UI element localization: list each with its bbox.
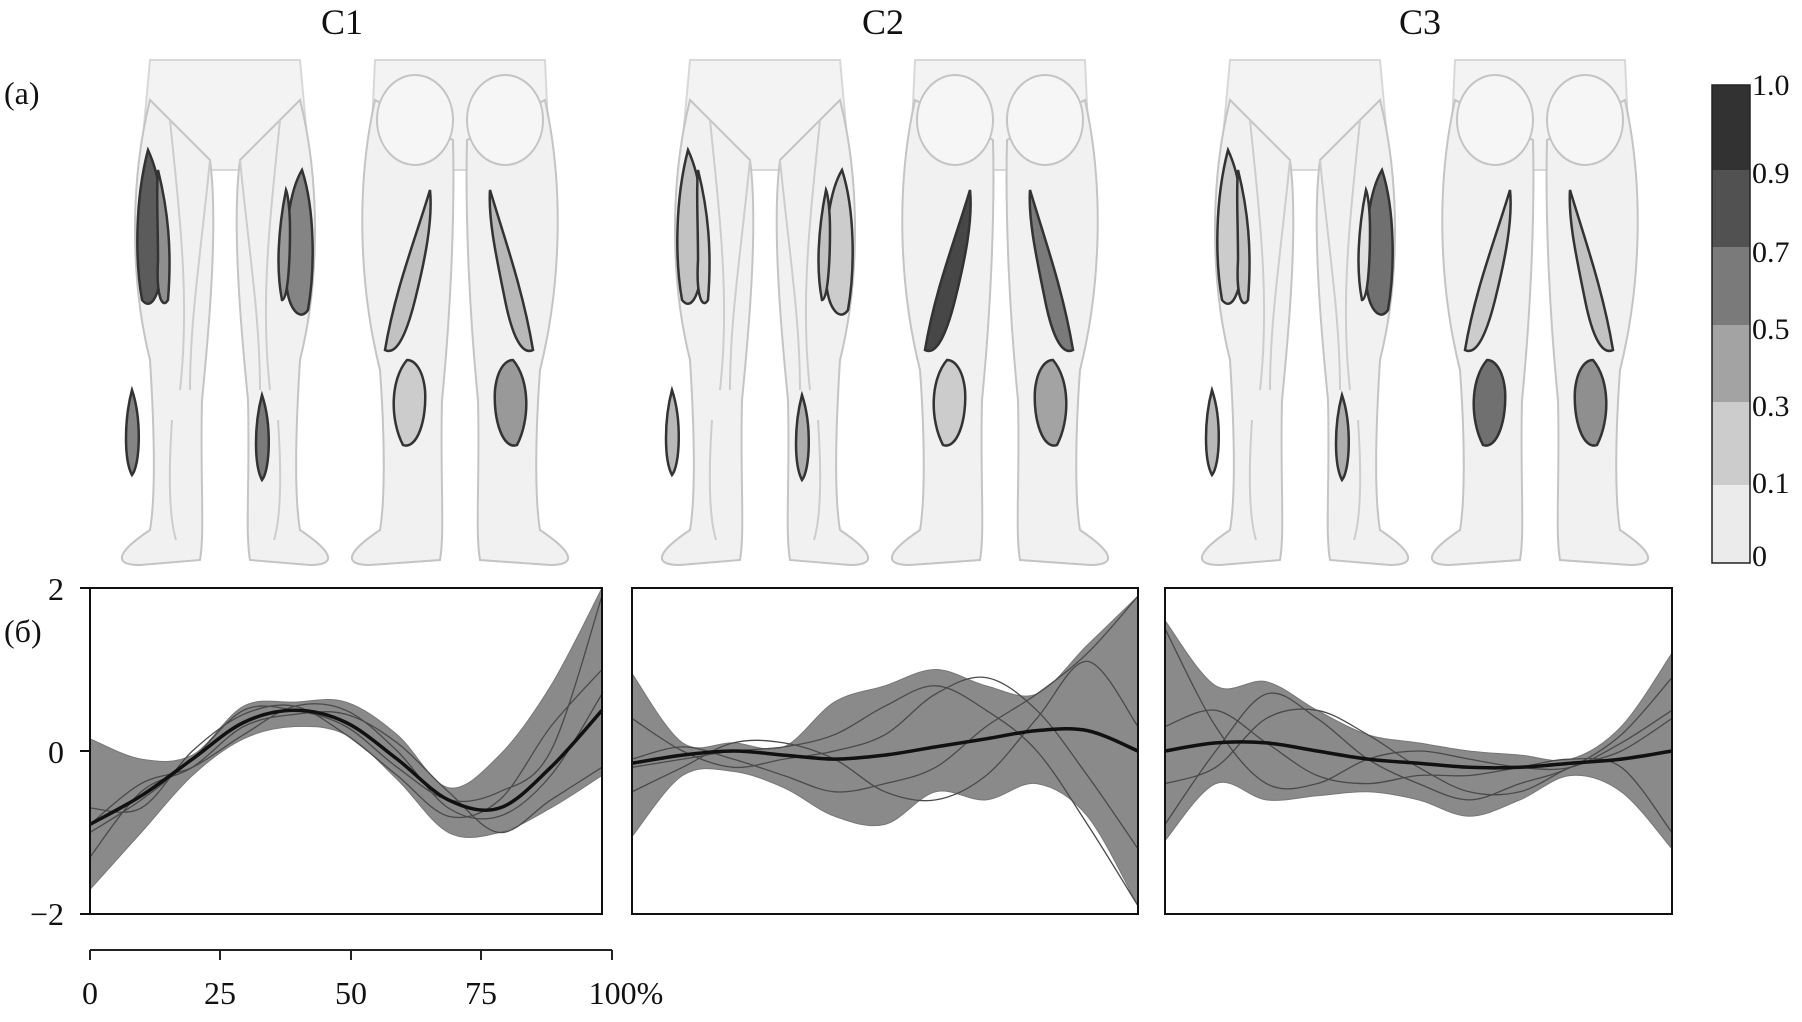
component-title-c2: C2 [862, 2, 904, 42]
front-right-leg [777, 100, 868, 565]
x-tick-label-0: 0 [82, 975, 98, 1011]
colorbar-tick-0.1: 0.1 [1752, 467, 1790, 500]
anatomy-c3 [1202, 60, 1648, 565]
back-left-glute [377, 75, 453, 165]
plot-c2 [632, 588, 1138, 914]
front-right-leg [1317, 100, 1408, 565]
colorbar-tick-0: 0 [1752, 540, 1767, 573]
activation-plots [80, 588, 1672, 914]
y-tick-0: 0 [48, 734, 64, 770]
colorbar-tick-0.3: 0.3 [1752, 390, 1790, 423]
back-right-glute [1007, 75, 1083, 165]
back-right-glute [467, 75, 543, 165]
back-left-calf [1474, 360, 1506, 446]
back-left-glute [1457, 75, 1533, 165]
front-left-leg [122, 100, 213, 565]
component-title-c3: C3 [1399, 2, 1441, 42]
confidence-band-c1 [90, 588, 602, 890]
x-tick-label-25: 25 [204, 975, 236, 1011]
front-left-leg [662, 100, 753, 565]
back-right-calf [1575, 360, 1607, 446]
component-title-c1: C1 [321, 2, 363, 42]
colorbar-band-3 [1712, 325, 1750, 402]
front-left-leg [1202, 100, 1293, 565]
back-view [1432, 60, 1648, 565]
front-view [122, 60, 328, 565]
colorbar-tick-0.7: 0.7 [1752, 236, 1790, 269]
colorbar-band-1 [1712, 170, 1750, 247]
front-left-tibialis [126, 390, 139, 475]
back-right-glute [1547, 75, 1623, 165]
x-axis-scale: 0 25 50 75 100% [82, 950, 663, 1011]
x-tick-label-75: 75 [465, 975, 497, 1011]
confidence-band-c3 [1165, 621, 1672, 849]
colorbar-tick-1.0: 1.0 [1752, 69, 1790, 102]
back-right-calf [1035, 360, 1067, 446]
front-right-leg [237, 100, 328, 565]
back-right-calf [495, 360, 527, 446]
front-view [662, 60, 868, 565]
plot-c3 [1165, 588, 1672, 914]
colorbar-band-0 [1712, 85, 1750, 170]
colorbar-tick-0.9: 0.9 [1752, 157, 1790, 190]
leg-anatomy-panels [122, 60, 1648, 565]
panel-label-a: (a) [4, 75, 40, 111]
colorbar: 1.0 0.9 0.7 0.5 0.3 0.1 0 [1712, 69, 1790, 573]
y-tick-minus2: −2 [30, 896, 64, 932]
anatomy-c1 [122, 60, 568, 565]
back-left-calf [934, 360, 966, 446]
colorbar-band-2 [1712, 247, 1750, 325]
x-tick-label-100: 100% [589, 975, 664, 1011]
back-view [352, 60, 568, 565]
back-left-glute [917, 75, 993, 165]
anatomy-c2 [662, 60, 1108, 565]
colorbar-band-4 [1712, 402, 1750, 485]
front-left-tibialis [1206, 390, 1219, 475]
colorbar-band-5 [1712, 485, 1750, 563]
panel-label-b: (б) [4, 613, 42, 649]
front-view [1202, 60, 1408, 565]
x-tick-label-50: 50 [335, 975, 367, 1011]
colorbar-tick-0.5: 0.5 [1752, 313, 1790, 346]
front-left-tibialis [666, 390, 679, 475]
back-left-calf [394, 360, 426, 446]
y-tick-2: 2 [48, 571, 64, 607]
plot-c1 [80, 588, 602, 914]
back-view [892, 60, 1108, 565]
